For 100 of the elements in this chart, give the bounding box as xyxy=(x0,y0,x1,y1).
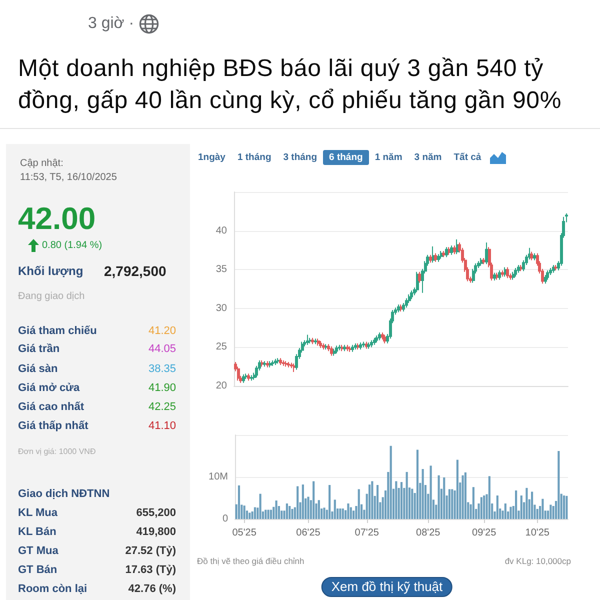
candlestick xyxy=(335,345,338,354)
bar xyxy=(243,506,246,519)
candlestick xyxy=(383,334,386,344)
bar xyxy=(488,476,490,519)
bar xyxy=(350,507,352,519)
candlestick xyxy=(418,271,421,284)
bar xyxy=(406,472,408,519)
text: GT Mua xyxy=(18,544,58,558)
bar xyxy=(312,481,315,519)
text: Đang giao dịch xyxy=(18,291,85,303)
candlestick xyxy=(533,252,536,261)
text: 11:53, T5, 16/10/2025 xyxy=(20,172,117,184)
bar xyxy=(395,481,398,519)
bar xyxy=(328,484,331,519)
candlestick xyxy=(247,373,250,382)
text: Cập nhật: xyxy=(20,158,64,170)
x-tick-label: 09'25 xyxy=(472,528,497,538)
bar xyxy=(238,485,240,519)
candlestick xyxy=(263,360,266,368)
text: Đơn vị giá: 1000 VNĐ xyxy=(18,447,96,457)
bar xyxy=(358,489,360,519)
candlestick xyxy=(293,362,296,373)
candlestick xyxy=(285,360,288,368)
text: 41.20 xyxy=(148,324,176,338)
candlestick xyxy=(325,344,328,350)
text: 419,800 xyxy=(136,526,176,538)
candlestick xyxy=(496,272,499,280)
text: đv KLg: 10,000cp xyxy=(504,556,571,567)
text: 1ngày xyxy=(197,150,226,164)
bar xyxy=(504,503,506,519)
candlestick xyxy=(277,358,280,364)
candlestick xyxy=(271,360,274,366)
candlestick xyxy=(506,266,509,279)
candlestick xyxy=(269,360,272,368)
bar xyxy=(562,495,566,519)
text: 27.52 (Tỷ) xyxy=(125,544,176,558)
candlestick xyxy=(405,298,408,308)
bar xyxy=(456,460,458,519)
candlestick xyxy=(346,344,349,352)
candlestick xyxy=(365,341,368,350)
x-tick-label: 06'25 xyxy=(296,528,321,538)
candlestick xyxy=(338,344,341,351)
candlestick xyxy=(349,346,352,352)
bar xyxy=(438,475,440,519)
text: 42.25 xyxy=(148,400,176,414)
text: 42.76 (%) xyxy=(128,582,176,596)
candlestick xyxy=(375,335,378,344)
candlestick xyxy=(552,264,555,274)
bar xyxy=(347,503,350,519)
candlestick xyxy=(359,342,362,350)
bar xyxy=(510,506,512,519)
candlestick xyxy=(333,348,336,356)
bar xyxy=(462,475,464,519)
text: 0.80 (1.94 %) xyxy=(42,240,102,252)
text: 41.90 xyxy=(148,382,176,394)
y-tick-label: 20 xyxy=(216,380,228,392)
bar xyxy=(302,484,304,519)
candlestick xyxy=(317,338,320,346)
candlestick xyxy=(351,344,354,352)
candlestick xyxy=(242,374,245,384)
bar xyxy=(400,482,403,519)
candlestick xyxy=(290,362,293,369)
text: 41.10 xyxy=(148,420,176,432)
candlestick xyxy=(445,246,448,258)
candlestick xyxy=(397,304,400,313)
text: 17.63 (Tỷ) xyxy=(125,564,176,576)
bar xyxy=(318,500,320,519)
candlestick xyxy=(354,342,357,350)
candlestick xyxy=(266,360,269,368)
text: Đồ thị vẽ theo giá điều chỉnh xyxy=(197,556,304,567)
bar xyxy=(254,507,256,519)
candlestick xyxy=(341,344,344,352)
bar xyxy=(496,495,498,519)
bar xyxy=(464,472,466,519)
candlestick xyxy=(514,268,517,278)
candlestick xyxy=(442,250,445,258)
candlestick xyxy=(498,270,501,280)
candlestick xyxy=(373,337,376,346)
candlestick xyxy=(306,334,309,346)
candlestick xyxy=(343,344,346,352)
candlestick xyxy=(309,337,312,344)
text: 3 tháng xyxy=(282,150,318,164)
bar xyxy=(291,508,294,519)
bar xyxy=(323,508,326,519)
candlestick xyxy=(279,358,282,366)
candlestick xyxy=(378,332,381,341)
bar xyxy=(390,446,392,519)
candlestick xyxy=(274,358,277,366)
candlestick xyxy=(520,264,523,272)
bar xyxy=(296,486,299,519)
candlestick xyxy=(327,344,330,352)
text: Giá sàn xyxy=(18,362,58,376)
text: 1 tháng xyxy=(236,150,272,164)
text: 38.35 xyxy=(148,362,176,376)
candlestick xyxy=(319,340,322,348)
candlestick xyxy=(501,270,504,278)
bar xyxy=(368,484,371,519)
candlestick xyxy=(410,290,413,300)
bar xyxy=(430,466,432,519)
candlestick xyxy=(261,360,264,368)
